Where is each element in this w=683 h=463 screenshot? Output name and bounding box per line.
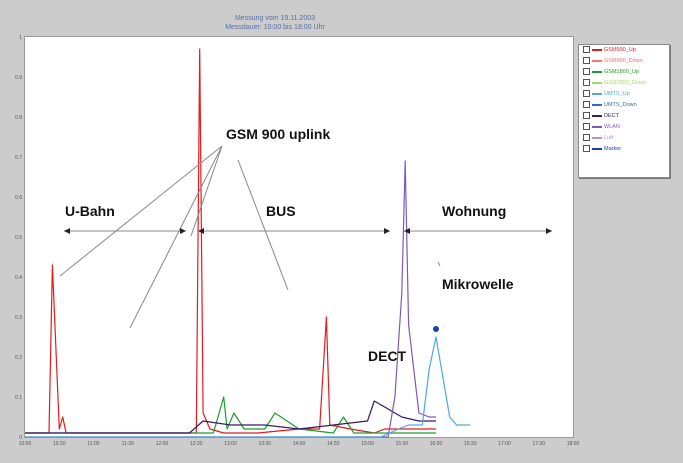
annotation-bus: BUS [266, 203, 296, 219]
y-tick-label: 0.5 [15, 235, 22, 241]
annotation-pointer [190, 145, 223, 237]
y-tick-label: 0.1 [15, 395, 22, 401]
arrowhead [404, 228, 410, 234]
legend-swatch [592, 114, 602, 117]
legend-entry[interactable]: GSM900_Up [579, 45, 669, 56]
x-tick-label: 16:30 [464, 441, 477, 447]
series-line [25, 400, 436, 434]
y-tick-label: 0.4 [15, 275, 22, 281]
arrowhead [64, 228, 70, 234]
series-line [25, 396, 436, 434]
series-line [25, 48, 436, 434]
legend-checkbox[interactable] [583, 134, 590, 142]
legend-swatch [592, 136, 602, 139]
x-tick-label: 11:00 [87, 441, 99, 447]
annotation-mikrowelle: Mikrowelle [442, 276, 514, 292]
legend-swatch [592, 125, 602, 128]
annotation-gsm: GSM 900 uplink [226, 126, 331, 142]
legend-label: Marker [604, 146, 622, 152]
legend-entry[interactable]: GSM900_Down [579, 56, 669, 67]
legend-entry[interactable]: GSM1800_Down [579, 78, 669, 89]
legend-checkbox[interactable] [583, 145, 590, 153]
annotation-wohnung: Wohnung [442, 203, 507, 219]
legend-swatch [592, 81, 602, 84]
x-tick-label: 10:30 [53, 441, 66, 447]
legend-label: DECT [604, 113, 619, 119]
legend-entry[interactable]: GSM1800_Up [579, 67, 669, 78]
x-tick-label: 16:00 [430, 441, 443, 447]
y-tick-label: 0.9 [15, 75, 22, 81]
annotation-pointer [437, 261, 441, 267]
x-tick-label: 17:00 [498, 441, 511, 447]
legend-label: GSM900_Up [604, 47, 636, 53]
chart-title-block: Messung vom 19.11.2003 Messdauer: 10:00 … [200, 14, 350, 32]
legend-checkbox[interactable] [583, 90, 590, 98]
arrowhead [180, 228, 186, 234]
x-tick-label: 17:30 [532, 441, 545, 447]
legend-swatch [592, 70, 602, 73]
legend-swatch [592, 147, 602, 150]
legend-entry[interactable]: DECT [579, 111, 669, 122]
legend-entry[interactable]: WLAN [579, 122, 669, 133]
x-tick-label: 13:00 [224, 441, 237, 447]
legend-label: Luft [604, 135, 614, 141]
plot-area [24, 36, 574, 438]
x-tick-label: 12:00 [156, 441, 169, 447]
legend-checkbox[interactable] [583, 57, 590, 65]
legend-label: WLAN [604, 124, 620, 130]
x-tick-label: 18:00 [567, 441, 580, 447]
legend-checkbox[interactable] [583, 68, 590, 76]
x-tick-label: 13:30 [258, 441, 271, 447]
annotation-ubahn: U-Bahn [65, 203, 115, 219]
legend-checkbox[interactable] [583, 79, 590, 87]
x-tick-label: 14:00 [293, 441, 306, 447]
series-line [25, 336, 471, 438]
x-tick-label: 11:30 [122, 441, 134, 447]
legend-checkbox[interactable] [583, 101, 590, 109]
x-tick-label: 10:00 [19, 441, 32, 447]
annotation-pointer [237, 159, 289, 291]
x-tick-label: 12:30 [190, 441, 203, 447]
legend-swatch [592, 48, 602, 51]
chart-subtitle: Messdauer: 10:00 bis 18:00 Uhr [225, 24, 325, 31]
legend-checkbox[interactable] [583, 46, 590, 54]
annotation-pointer [129, 145, 223, 329]
y-tick-label: 0.6 [15, 195, 22, 201]
legend-entry[interactable]: UMTS_Up [579, 89, 669, 100]
annotation-pointer [59, 145, 223, 277]
legend-checkbox[interactable] [583, 112, 590, 120]
legend-entry[interactable]: Marker [579, 144, 669, 155]
marker-dot [433, 326, 439, 332]
x-tick-label: 15:00 [361, 441, 374, 447]
legend-checkbox[interactable] [583, 123, 590, 131]
y-tick-label: 0.3 [15, 315, 22, 321]
y-tick-label: 0.8 [15, 115, 22, 121]
legend: GSM900_Up GSM900_Down GSM1800_Up GSM1800_Do… [578, 44, 670, 178]
legend-label: UMTS_Up [604, 91, 630, 97]
legend-swatch [592, 92, 602, 95]
x-tick-label: 14:30 [327, 441, 340, 447]
y-tick-label: 1 [19, 35, 22, 41]
y-tick-label: 0.2 [15, 355, 22, 361]
legend-swatch [592, 103, 602, 106]
legend-entry[interactable]: Luft [579, 133, 669, 144]
legend-swatch [592, 59, 602, 62]
legend-label: GSM1800_Up [604, 69, 639, 75]
chart-title: Messung vom 19.11.2003 [234, 15, 316, 22]
arrowhead [384, 228, 390, 234]
legend-label: UMTS_Down [604, 102, 637, 108]
annotation-dect: DECT [368, 348, 407, 364]
y-tick-label: 0 [19, 435, 22, 441]
series-line [25, 160, 436, 438]
legend-label: GSM900_Down [604, 58, 643, 64]
x-tick-label: 15:30 [395, 441, 408, 447]
y-tick-label: 0.7 [15, 155, 22, 161]
arrowhead [546, 228, 552, 234]
legend-label: GSM1800_Down [604, 80, 646, 86]
legend-entry[interactable]: UMTS_Down [579, 100, 669, 111]
arrowhead [198, 228, 204, 234]
